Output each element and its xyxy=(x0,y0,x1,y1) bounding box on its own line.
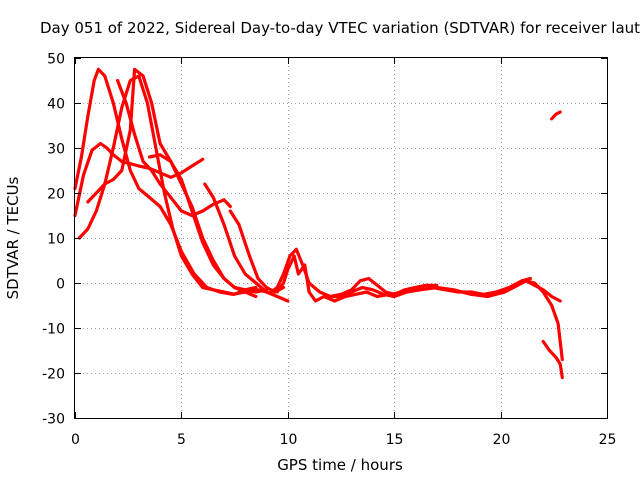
x-tick-label: 10 xyxy=(280,432,298,448)
x-tick-label: 15 xyxy=(386,432,404,448)
y-tick-label: -30 xyxy=(42,412,65,428)
x-tick-label: 20 xyxy=(493,432,511,448)
plot-frame xyxy=(74,57,608,419)
y-tick-label: 20 xyxy=(47,187,65,203)
series-track-11 xyxy=(328,276,439,299)
series-track-8 xyxy=(228,209,286,294)
y-tick-label: 50 xyxy=(47,52,65,68)
y-tick-label: -10 xyxy=(42,322,65,338)
series-track-10 xyxy=(269,247,533,299)
series-track-5 xyxy=(115,78,232,218)
y-tick-label: 30 xyxy=(47,142,65,158)
y-tick-label: 40 xyxy=(47,97,65,113)
y-tick-label: 0 xyxy=(56,277,65,293)
chart-title: Day 051 of 2022, Sidereal Day-to-day VTE… xyxy=(40,19,640,37)
axis-ticks: 0 5 10 15 20 25 -30 -20 -10 0 10 20 30 40 50 xyxy=(42,52,616,449)
y-tick-label: 10 xyxy=(47,232,65,248)
y-tick-label: -20 xyxy=(42,367,65,383)
series-track-7 xyxy=(203,182,290,303)
series-track-3 xyxy=(77,74,258,296)
series-track-14 xyxy=(550,110,562,121)
x-tick-label: 5 xyxy=(177,432,186,448)
x-axis-label: GPS time / hours xyxy=(277,456,403,474)
series-track-13 xyxy=(541,339,564,380)
series-track-12 xyxy=(524,279,564,362)
x-tick-label: 25 xyxy=(599,432,617,448)
x-tick-label: 0 xyxy=(71,432,80,448)
series-track-6 xyxy=(147,153,258,299)
series-group xyxy=(73,67,564,380)
y-axis-label: SDTVAR / TECUs xyxy=(4,176,22,299)
